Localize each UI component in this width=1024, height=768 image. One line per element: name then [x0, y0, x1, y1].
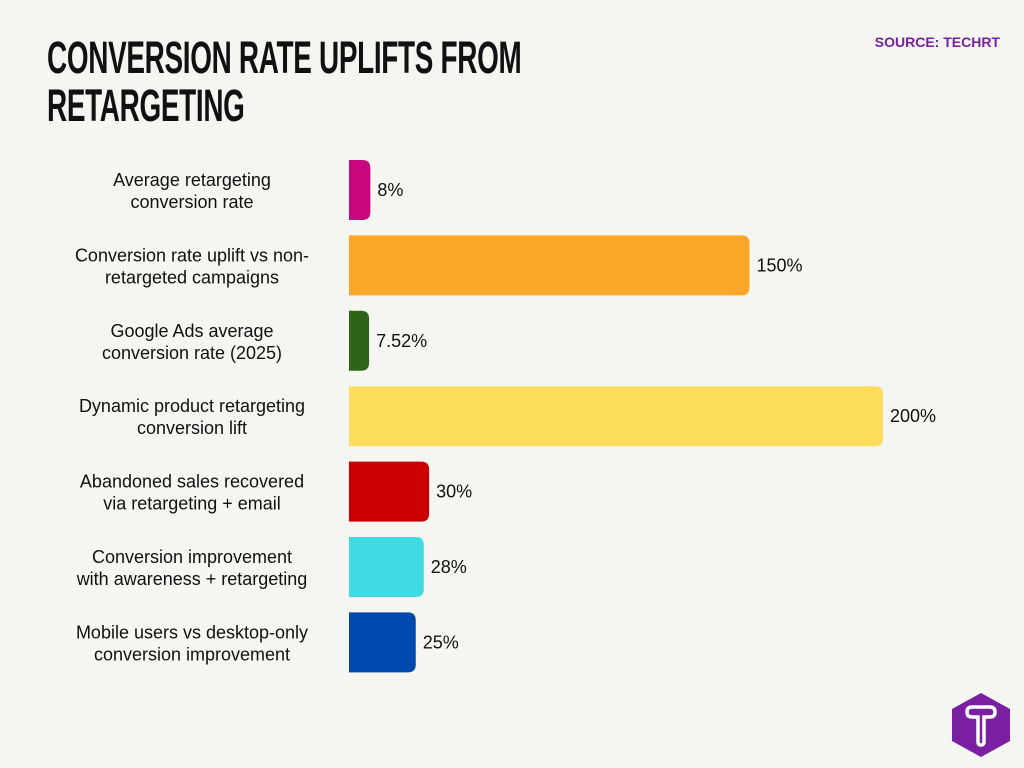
category-label-line: Abandoned sales recovered [80, 472, 304, 492]
data-label: 25% [423, 632, 459, 652]
category-label: Mobile users vs desktop-only conversion i… [76, 622, 308, 664]
category-label-line: conversion improvement [94, 644, 290, 664]
category-label: Conversion improvement with awareness + r… [76, 547, 308, 589]
category-label-line: conversion rate (2025) [102, 343, 282, 363]
category-label: Conversion rate uplift vs non-retargeted… [75, 245, 309, 287]
data-label: 30% [436, 482, 472, 502]
logo-icon [952, 693, 1010, 757]
bar [349, 386, 883, 447]
bar [349, 310, 370, 371]
bar [349, 537, 424, 597]
category-label-line: with awareness + retargeting [76, 569, 308, 589]
category-label: Abandoned sales recovered via retargeting… [80, 472, 304, 514]
category-label-line: conversion rate [130, 192, 253, 212]
bar [349, 612, 416, 673]
bar [349, 160, 371, 220]
category-label: Dynamic product retargeting conversion li… [79, 396, 305, 438]
category-label-line: conversion lift [137, 418, 247, 438]
category-label-line: Conversion rate uplift vs non- [75, 245, 309, 265]
data-label: 7.52% [376, 331, 427, 351]
category-label: Average retargeting conversion rate [113, 170, 271, 212]
data-label: 8% [377, 180, 403, 200]
data-label: 200% [890, 406, 936, 426]
data-label: 28% [431, 557, 467, 577]
category-label-line: retargeted campaigns [105, 267, 279, 287]
source-label: SOURCE: TECHRT [874, 34, 1000, 50]
category-label-line: Google Ads average [110, 321, 273, 341]
category-label-line: via retargeting + email [103, 494, 281, 514]
chart-title: CONVERSION RATE UPLIFTS FROM RETARGETING [47, 32, 522, 131]
data-label: 150% [757, 255, 803, 275]
category-label-line: Dynamic product retargeting [79, 396, 305, 416]
bar [349, 235, 750, 296]
category-label: Google Ads average conversion rate (2025) [102, 321, 282, 363]
category-label-line: Average retargeting [113, 170, 271, 190]
category-label-line: Conversion improvement [92, 547, 292, 567]
category-label-line: Mobile users vs desktop-only [76, 622, 308, 642]
bar [349, 461, 430, 522]
bar-chart: 8% Average retargeting conversion rate 150%… [75, 160, 936, 673]
